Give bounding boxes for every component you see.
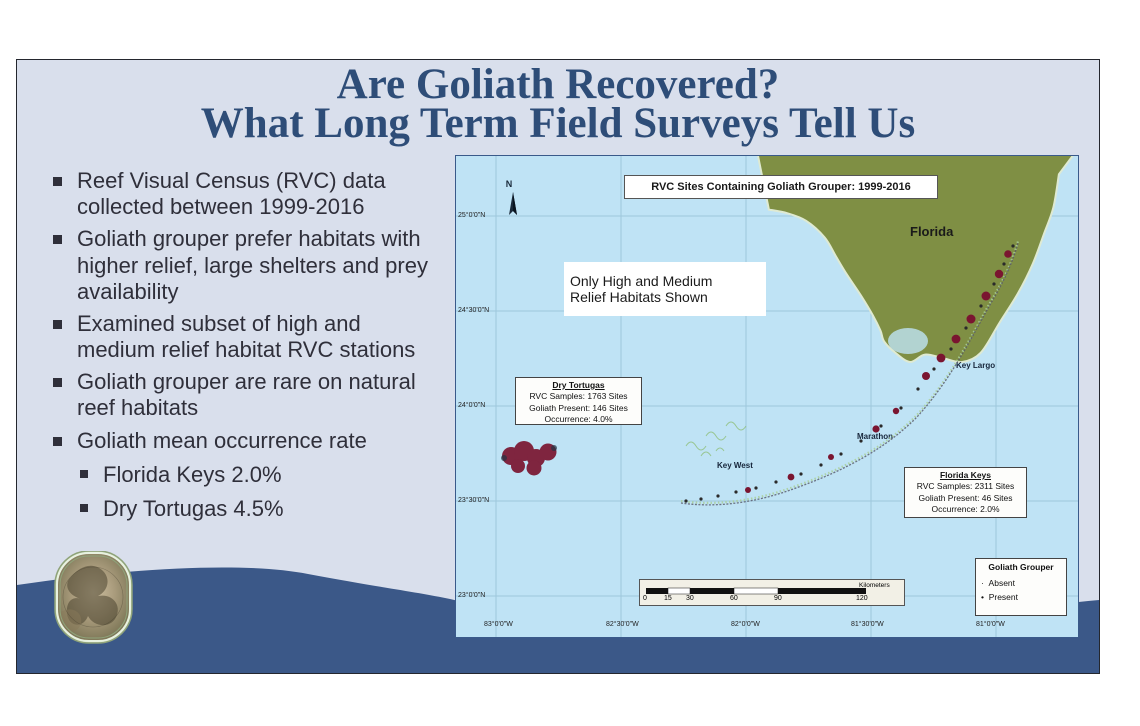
svg-text:N: N [506,179,513,189]
svg-text:Marathon: Marathon [857,432,893,441]
svg-text:Key West: Key West [717,461,753,470]
svg-text:Key Largo: Key Largo [956,361,995,370]
svg-text:Florida: Florida [910,224,954,239]
